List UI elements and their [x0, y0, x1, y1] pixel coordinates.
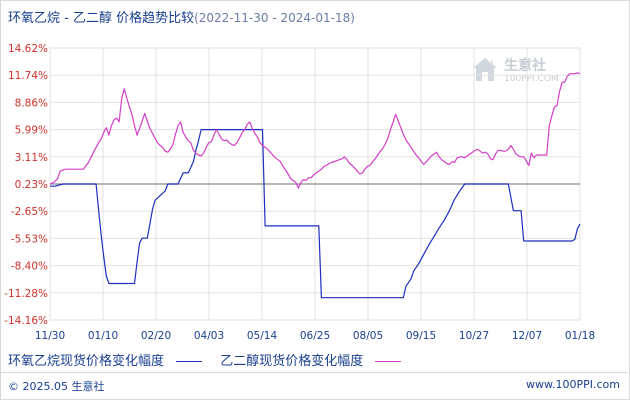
footer-site-link[interactable]: www.100PPI.com [526, 378, 620, 391]
x-tick-label: 08/05 [353, 330, 383, 342]
y-tick-label: 8.86% [15, 97, 48, 109]
footer-divider [0, 372, 628, 373]
legend-label-meg: 乙二醇现货价格变化幅度 [220, 354, 364, 369]
legend-item-meg: 乙二醇现货价格变化幅度 [220, 350, 402, 369]
x-tick-label: 02/20 [141, 330, 171, 342]
y-tick-label: -14.16% [4, 315, 48, 327]
series-lines [49, 72, 581, 299]
y-axis-ticks: 14.62% 11.74% 8.86% 5.99% 3.11% 0.23% -2.65% -5… [4, 43, 48, 327]
chart-title: 环氧乙烷 - 乙二醇 价格趋势比较(2022-11-30 - 2024-01-1… [8, 7, 355, 26]
y-tick-label: -2.65% [11, 206, 48, 218]
legend-swatch-meg [375, 361, 402, 362]
chart-title-text: 环氧乙烷 - 乙二醇 价格趋势比较 [8, 11, 195, 26]
y-tick-label: -11.28% [4, 288, 48, 300]
y-tick-label: 14.62% [8, 43, 48, 55]
x-tick-label: 09/15 [406, 330, 436, 342]
x-tick-label: 01/10 [88, 330, 118, 342]
y-tick-label: 5.99% [15, 125, 48, 137]
legend-item-eo: 环氧乙烷现货价格变化幅度 [8, 350, 203, 369]
chart-legend: 环氧乙烷现货价格变化幅度 乙二醇现货价格变化幅度 [8, 350, 622, 369]
x-tick-label: 11/30 [35, 330, 65, 342]
chart-date-range: (2022-11-30 - 2024-01-18) [194, 11, 355, 25]
watermark-url: 100PPI.COM [504, 74, 559, 84]
x-tick-label: 10/27 [459, 330, 489, 342]
x-tick-label: 01/18 [565, 330, 595, 342]
x-tick-label: 12/07 [512, 330, 542, 342]
footer-copyright: © 2025.05 生意社 [8, 380, 105, 393]
legend-swatch-eo [176, 361, 203, 362]
y-tick-label: 11.74% [8, 70, 48, 82]
legend-label-eo: 环氧乙烷现货价格变化幅度 [8, 354, 165, 369]
x-tick-label: 05/14 [247, 330, 278, 342]
y-tick-label: -8.40% [11, 261, 48, 273]
y-tick-label: 0.23% [15, 179, 48, 191]
series-line-eo [50, 129, 581, 299]
y-tick-label: -5.53% [11, 233, 48, 245]
x-tick-label: 04/03 [194, 330, 224, 342]
y-tick-label: 3.11% [15, 152, 48, 164]
watermark-brand: 生意社 [504, 58, 546, 74]
x-tick-label: 06/25 [300, 330, 330, 342]
x-axis-ticks: 11/30 01/10 02/20 04/03 05/14 06/25 08/05 09/15… [35, 330, 595, 342]
series-line-meg [49, 72, 581, 189]
